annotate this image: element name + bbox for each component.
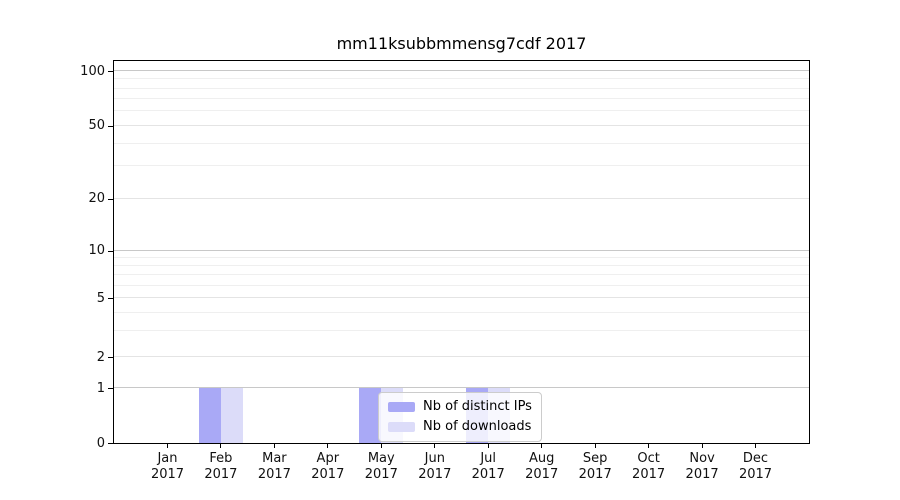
y-tick-mark bbox=[108, 125, 113, 127]
minor-gridline bbox=[114, 142, 809, 144]
x-tick-mark bbox=[380, 444, 382, 448]
minor-gridline bbox=[114, 78, 809, 80]
bar-feb-downloads bbox=[220, 388, 243, 443]
x-tick-mark bbox=[594, 444, 596, 448]
major-gridline bbox=[114, 249, 809, 251]
minor-gridline bbox=[114, 264, 809, 266]
plot-area bbox=[113, 60, 810, 444]
x-tick-label-aug: Aug 2017 bbox=[525, 451, 559, 482]
x-tick-label-dec: Dec 2017 bbox=[738, 451, 773, 482]
x-tick-label-mar: Mar 2017 bbox=[257, 451, 291, 482]
x-tick-label-jun: Jun 2017 bbox=[418, 451, 452, 482]
legend-swatch-distinct-ips-icon bbox=[388, 402, 415, 412]
y-tick-mark bbox=[108, 388, 113, 390]
x-tick-label-apr: Apr 2017 bbox=[311, 451, 345, 482]
x-tick-mark bbox=[220, 444, 222, 448]
minor-gridline bbox=[114, 110, 809, 112]
y-tick-mark bbox=[108, 298, 113, 300]
major-gridline bbox=[114, 297, 809, 299]
minor-gridline bbox=[114, 256, 809, 258]
x-tick-label-nov: Nov 2017 bbox=[685, 451, 719, 482]
legend-swatch-downloads-icon bbox=[388, 422, 415, 432]
y-tick-label: 10 bbox=[88, 243, 105, 258]
legend-label-downloads: Nb of downloads bbox=[423, 419, 532, 434]
x-tick-mark bbox=[434, 444, 436, 448]
y-tick-label: 5 bbox=[96, 290, 105, 306]
y-tick-label: 1 bbox=[96, 380, 105, 396]
major-gridline bbox=[114, 356, 809, 358]
chart-title: mm11ksubbmmensg7cdf 2017 bbox=[336, 34, 587, 53]
x-tick-label-feb: Feb 2017 bbox=[204, 451, 238, 482]
major-gridline bbox=[114, 70, 809, 71]
bar-feb-distinct-ips bbox=[198, 388, 221, 443]
y-tick-mark bbox=[108, 71, 113, 72]
x-tick-label-sep: Sep 2017 bbox=[578, 451, 612, 482]
major-gridline bbox=[114, 387, 809, 389]
y-tick-label: 50 bbox=[88, 118, 105, 134]
major-gridline bbox=[114, 197, 809, 199]
minor-gridline bbox=[114, 330, 809, 332]
x-tick-mark bbox=[273, 444, 275, 448]
y-tick-label: 0 bbox=[96, 435, 105, 451]
legend-label-distinct-ips: Nb of distinct IPs bbox=[423, 399, 532, 414]
x-tick-mark bbox=[327, 444, 329, 448]
minor-gridline bbox=[114, 87, 809, 89]
x-tick-mark bbox=[755, 444, 756, 448]
x-tick-label-jul: Jul 2017 bbox=[471, 451, 505, 482]
minor-gridline bbox=[114, 284, 809, 286]
minor-gridline bbox=[114, 311, 809, 313]
x-tick-label-oct: Oct 2017 bbox=[632, 451, 666, 482]
y-tick-mark bbox=[108, 250, 113, 252]
minor-gridline bbox=[114, 165, 809, 167]
x-tick-mark bbox=[541, 444, 543, 448]
legend-item-downloads: Nb of downloads bbox=[388, 419, 532, 435]
y-tick-label: 100 bbox=[80, 63, 105, 79]
bar-may-distinct-ips bbox=[359, 388, 382, 443]
x-tick-mark bbox=[487, 444, 489, 448]
x-tick-mark bbox=[648, 444, 650, 448]
y-tick-mark bbox=[108, 357, 113, 359]
x-tick-label-may: May 2017 bbox=[364, 451, 398, 482]
x-tick-mark bbox=[167, 444, 168, 448]
major-gridline bbox=[114, 124, 809, 126]
legend-item-distinct-ips: Nb of distinct IPs bbox=[388, 399, 532, 415]
minor-gridline bbox=[114, 274, 809, 276]
legend: Nb of distinct IPs Nb of downloads bbox=[378, 392, 542, 442]
x-tick-mark bbox=[701, 444, 703, 448]
y-tick-label: 20 bbox=[88, 191, 105, 207]
y-tick-mark bbox=[108, 198, 113, 200]
y-tick-mark bbox=[108, 443, 113, 444]
y-tick-label: 2 bbox=[96, 349, 105, 365]
x-tick-label-jan: Jan 2017 bbox=[150, 451, 185, 482]
minor-gridline bbox=[114, 98, 809, 100]
